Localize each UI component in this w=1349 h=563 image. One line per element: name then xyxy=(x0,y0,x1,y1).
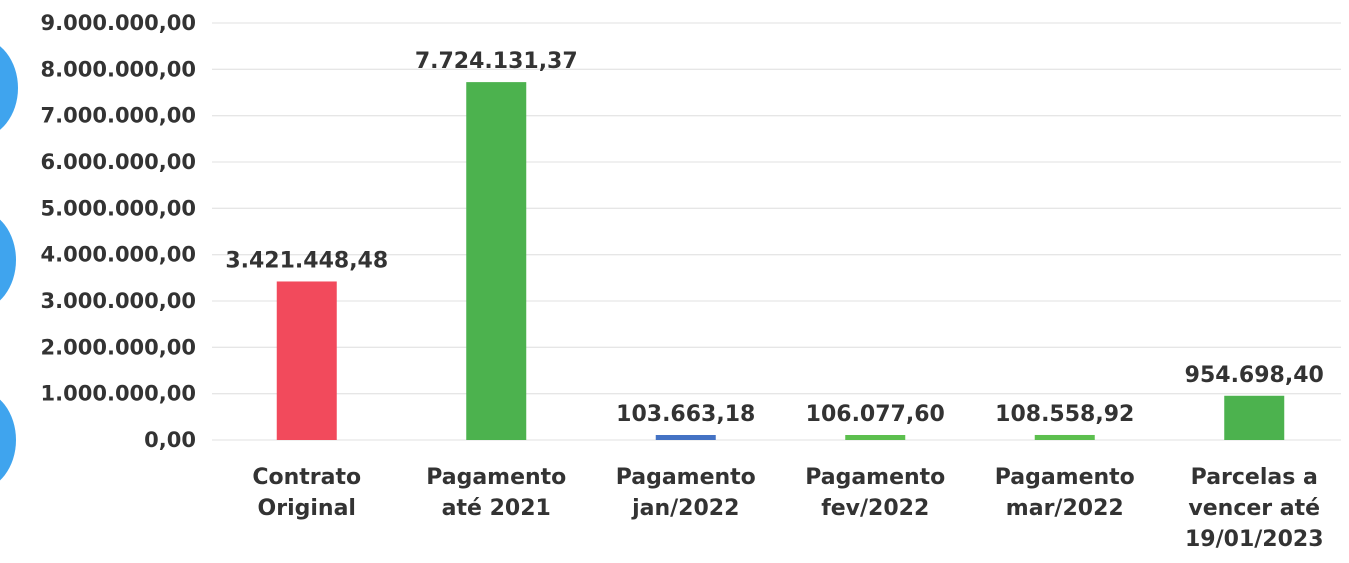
category-label: Pagamento xyxy=(616,465,756,490)
bar xyxy=(845,435,906,440)
category-label: fev/2022 xyxy=(821,496,929,521)
data-label: 954.698,40 xyxy=(1185,363,1324,388)
data-label: 106.077,60 xyxy=(806,402,945,427)
data-label: 3.421.448,48 xyxy=(225,248,388,273)
y-axis-tick-labels: 0,00 1.000.000,00 2.000.000,00 3.000.000,00… xyxy=(41,11,196,452)
category-label: vencer até xyxy=(1188,496,1320,521)
category-label: Contrato xyxy=(252,465,361,490)
category-label: Parcelas a xyxy=(1191,465,1318,490)
bar xyxy=(655,435,716,440)
y-tick-label: 2.000.000,00 xyxy=(41,335,196,359)
bar xyxy=(1224,395,1285,440)
bar xyxy=(1034,434,1095,440)
y-tick-label: 3.000.000,00 xyxy=(41,289,196,313)
bar xyxy=(276,281,337,440)
category-label: 19/01/2023 xyxy=(1185,527,1324,552)
y-tick-label: 8.000.000,00 xyxy=(41,57,196,81)
category-label: Original xyxy=(258,496,356,521)
bars xyxy=(276,82,1285,441)
category-label: jan/2022 xyxy=(631,496,739,521)
category-label: Pagamento xyxy=(805,465,945,490)
category-label: Pagamento xyxy=(426,465,566,490)
gridlines xyxy=(212,22,1341,441)
y-tick-label: 7.000.000,00 xyxy=(41,104,196,128)
y-tick-label: 1.000.000,00 xyxy=(41,382,196,406)
y-tick-label: 5.000.000,00 xyxy=(41,196,196,220)
category-label: até 2021 xyxy=(442,496,551,521)
category-label: mar/2022 xyxy=(1006,496,1124,521)
data-labels: 3.421.448,48 7.724.131,37 103.663,18 106.07… xyxy=(225,49,1324,427)
y-tick-label: 4.000.000,00 xyxy=(41,243,196,267)
y-tick-label: 0,00 xyxy=(144,428,196,452)
category-label: Pagamento xyxy=(995,465,1135,490)
data-label: 7.724.131,37 xyxy=(415,49,578,74)
data-label: 103.663,18 xyxy=(616,402,755,427)
y-tick-label: 9.000.000,00 xyxy=(41,11,196,35)
x-axis-category-labels: Contrato Original Pagamento até 2021 Pagamen… xyxy=(252,465,1323,552)
bar xyxy=(466,82,527,441)
y-tick-label: 6.000.000,00 xyxy=(41,150,196,174)
data-label: 108.558,92 xyxy=(995,402,1134,427)
